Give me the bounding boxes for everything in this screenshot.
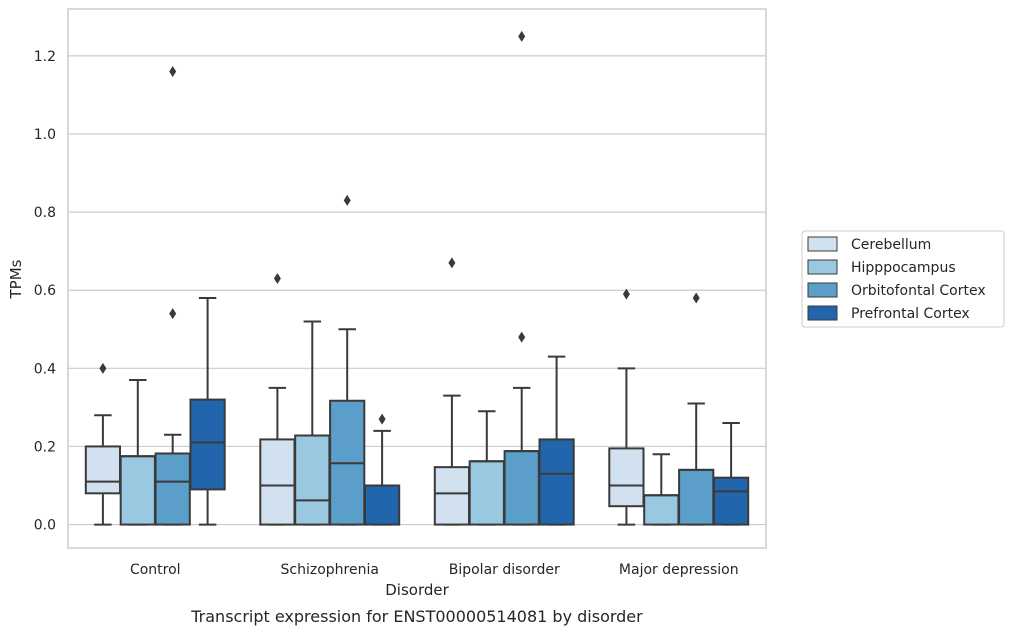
outlier-point: [99, 362, 107, 374]
box-cerebellum: [433, 257, 471, 526]
box-iqr: [363, 484, 401, 526]
box-iqr: [468, 460, 505, 526]
legend-swatch: [807, 305, 838, 321]
box-hipppocampus: [294, 320, 331, 526]
legend-label: Hipppocampus: [851, 260, 956, 276]
box-iqr: [678, 468, 715, 526]
box-iqr: [119, 455, 156, 526]
y-tick-label: 0.2: [34, 439, 56, 455]
outlier-point: [622, 288, 630, 300]
legend-swatch: [807, 282, 838, 298]
x-axis-title: Disorder: [385, 581, 449, 599]
figure-caption: Transcript expression for ENST0000051408…: [190, 607, 643, 626]
legend-label: Cerebellum: [851, 237, 931, 253]
outlier-point: [518, 331, 526, 343]
box-orbitofontal-cortex: [678, 292, 715, 526]
box-prefrontal-cortex: [189, 297, 226, 526]
box-prefrontal-cortex: [363, 413, 401, 526]
x-tick-label: Bipolar disorder: [449, 562, 560, 578]
box-hipppocampus: [468, 410, 505, 526]
x-tick-label: Control: [130, 562, 181, 578]
legend-frame: [801, 230, 1005, 328]
x-tick-label: Schizophrenia: [281, 562, 379, 578]
boxes: [84, 30, 750, 526]
outlier-point: [169, 308, 177, 320]
outlier-point: [378, 413, 386, 425]
box-iqr: [189, 398, 226, 491]
box-cerebellum: [259, 273, 296, 526]
y-axis-title: TPMs: [7, 259, 25, 299]
box-iqr: [538, 438, 575, 526]
box-iqr: [84, 445, 122, 495]
box-prefrontal-cortex: [538, 355, 575, 526]
y-tick-labels: 0.0 0.2 0.4 0.6 0.8 1.0 1.2: [34, 49, 56, 534]
box-iqr: [712, 476, 750, 526]
box-iqr: [643, 494, 680, 526]
y-tick-label: 0.8: [34, 205, 56, 221]
box-orbitofontal-cortex: [503, 30, 540, 526]
box-cerebellum: [608, 288, 645, 526]
outlier-point: [343, 194, 351, 206]
y-tick-label: 0.6: [34, 283, 56, 299]
y-tick-label: 1.2: [34, 49, 56, 65]
box-orbitofontal-cortex: [329, 194, 366, 526]
box-iqr: [259, 438, 296, 526]
y-tick-label: 0.4: [34, 361, 56, 377]
outlier-point: [169, 65, 177, 77]
box-prefrontal-cortex: [712, 422, 750, 526]
box-iqr: [503, 450, 540, 526]
outlier-point: [518, 30, 526, 42]
box-iqr: [154, 452, 191, 526]
plot-frame: [67, 8, 767, 549]
box-hipppocampus: [119, 379, 156, 526]
legend-label: Orbitofontal Cortex: [851, 283, 986, 299]
legend-swatch: [807, 236, 838, 252]
outlier-point: [273, 273, 281, 284]
legend-swatch: [807, 259, 838, 275]
box-iqr: [433, 466, 471, 526]
y-tick-label: 0.0: [34, 518, 56, 534]
legend-label: Prefrontal Cortex: [851, 306, 970, 322]
outlier-point: [692, 292, 700, 304]
box-iqr: [294, 434, 331, 526]
legend: Cerebellum Hipppocampus Orbitofontal Corte…: [801, 230, 1005, 328]
outlier-point: [448, 257, 456, 269]
y-tick-label: 1.0: [34, 127, 56, 143]
x-tick-labels: Control Schizophrenia Bipolar disorder Majo…: [130, 562, 739, 578]
box-iqr: [608, 447, 645, 508]
x-tick-label: Major depression: [619, 562, 739, 578]
